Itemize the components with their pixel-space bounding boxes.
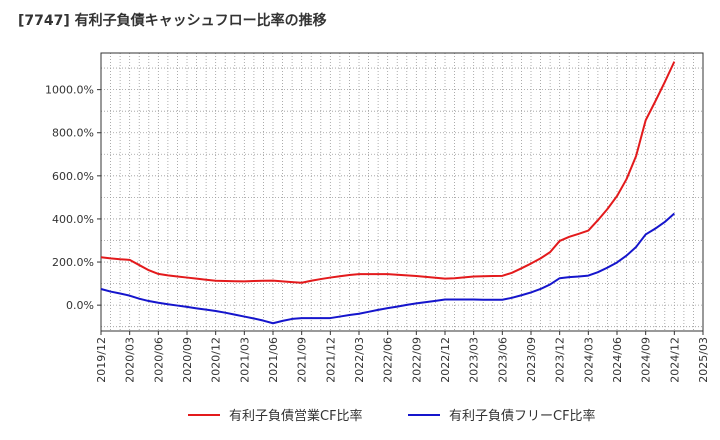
x-tick-label: 2023/06 — [496, 337, 509, 383]
x-tick-label: 2023/03 — [468, 337, 481, 383]
x-tick-label: 2021/12 — [324, 337, 337, 383]
x-tick-label: 2020/12 — [210, 337, 223, 383]
y-tick-label: 800.0% — [52, 127, 94, 140]
y-tick-label: 600.0% — [52, 170, 94, 183]
grid-lines — [101, 53, 703, 331]
series-line-1 — [100, 61, 676, 284]
y-tick-label: 1000.0% — [45, 84, 94, 97]
x-tick-label: 2021/03 — [238, 337, 251, 383]
x-tick-label: 2019/12 — [95, 337, 108, 383]
x-tick-label: 2020/06 — [152, 337, 165, 383]
x-tick-label: 2022/12 — [439, 337, 452, 383]
legend-label-2: 有利子負債フリーCF比率 — [449, 408, 596, 424]
x-tick-label: 2023/12 — [554, 337, 567, 383]
x-tick-label: 2022/06 — [382, 337, 395, 383]
plot-border — [100, 52, 704, 332]
x-tick-label: 2021/09 — [296, 337, 309, 383]
x-tick-label: 2021/06 — [267, 337, 280, 383]
x-tick-label: 2020/03 — [124, 337, 137, 383]
x-tick-label: 2024/12 — [668, 337, 681, 383]
x-tick-label: 2022/09 — [410, 337, 423, 383]
x-tick-label: 2024/09 — [640, 337, 653, 383]
y-tick-label: 400.0% — [52, 213, 94, 226]
plot-area — [101, 53, 703, 331]
series-line-2 — [100, 212, 675, 325]
x-tick-label: 2024/03 — [582, 337, 595, 383]
y-tick-label: 200.0% — [52, 256, 94, 269]
legend: 有利子負債営業CF比率 有利子負債フリーCF比率 — [188, 408, 596, 424]
legend-label-1: 有利子負債営業CF比率 — [229, 408, 363, 424]
y-tick-label: 0.0% — [66, 299, 94, 312]
chart-title: [7747] 有利子負債キャッシュフロー比率の推移 — [18, 13, 327, 29]
x-tick-label: 2022/03 — [353, 337, 366, 383]
x-tick-label: 2025/03 — [697, 337, 710, 383]
x-tick-label: 2023/09 — [525, 337, 538, 383]
x-tick-label: 2024/06 — [611, 337, 624, 383]
x-tick-label: 2020/09 — [181, 337, 194, 383]
